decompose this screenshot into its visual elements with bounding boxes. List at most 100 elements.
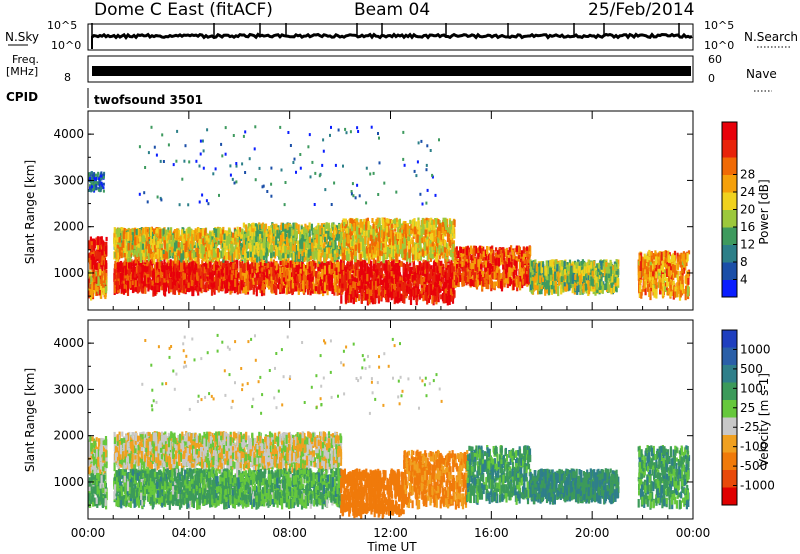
heatmap-cell: [232, 253, 235, 261]
heatmap-cell: [223, 278, 226, 289]
heatmap-cell: [150, 271, 153, 278]
heatmap-cell: [121, 284, 124, 289]
heatmap-cell: [102, 186, 105, 190]
heatmap-cell: [194, 277, 197, 286]
heatmap-cell: [242, 222, 245, 228]
heatmap-cell: [275, 274, 278, 281]
heatmap-cell: [229, 285, 232, 291]
heatmap-cell: [227, 262, 230, 271]
heatmap-cell: [101, 271, 104, 276]
heatmap-cell: [317, 266, 320, 274]
heatmap-cell: [104, 260, 108, 270]
heatmap-cell: [171, 281, 174, 289]
heatmap-cell: [141, 249, 144, 257]
heatmap-cell: [288, 227, 291, 237]
heatmap-cell: [146, 229, 149, 234]
heatmap-cell: [291, 277, 294, 288]
heatmap-cell: [166, 243, 169, 254]
heatmap-cell: [97, 171, 100, 175]
heatmap-cell: [323, 252, 327, 258]
heatmap-cell: [319, 276, 323, 287]
heatmap-cell: [247, 230, 250, 237]
heatmap-cell: [312, 228, 315, 234]
heatmap-cell: [302, 274, 306, 284]
heatmap-cell: [138, 273, 141, 284]
heatmap-cell: [153, 253, 156, 264]
heatmap-cell: [185, 260, 188, 266]
heatmap-cell: [230, 244, 233, 252]
heatmap-cell: [245, 233, 248, 238]
heatmap-cell: [101, 263, 104, 274]
heatmap-cell: [120, 238, 123, 248]
heatmap-cell: [145, 240, 148, 250]
heatmap-cell: [190, 280, 193, 287]
heatmap-cell: [148, 263, 151, 270]
heatmap-cell: [188, 238, 191, 244]
heatmap-cell: [202, 238, 205, 244]
heatmap-cell: [315, 277, 318, 286]
heatmap-cell: [132, 249, 135, 257]
heatmap-cell: [95, 178, 97, 182]
heatmap-cell: [238, 281, 241, 289]
heatmap-cell: [100, 289, 103, 297]
heatmap-cell: [242, 285, 245, 294]
heatmap-cell: [113, 274, 116, 280]
heatmap-cell: [91, 263, 94, 270]
heatmap-cell: [141, 235, 144, 243]
heatmap-cell: [181, 229, 184, 235]
heatmap-cell: [250, 284, 253, 290]
heatmap-cell: [133, 264, 136, 272]
heatmap-cell: [192, 286, 195, 297]
heatmap-cell: [225, 254, 228, 260]
heatmap-cell: [144, 226, 147, 235]
heatmap-cell: [197, 232, 200, 241]
heatmap-cell: [140, 253, 143, 263]
heatmap-cell: [191, 231, 194, 242]
heatmap-cell: [164, 253, 167, 260]
heatmap-cell: [120, 286, 123, 294]
heatmap-cell: [122, 231, 125, 240]
heatmap-cell: [198, 237, 202, 244]
heatmap-cell: [291, 282, 294, 289]
heatmap-cell: [208, 274, 212, 280]
heatmap-region: [113, 226, 242, 264]
heatmap-cell: [261, 267, 264, 272]
nsky-label: N.Sky: [5, 30, 39, 44]
heatmap-cell: [314, 242, 317, 248]
heatmap-cell: [150, 238, 153, 246]
heatmap-cell: [239, 267, 242, 278]
heatmap-region: [239, 259, 343, 297]
heatmap-cell: [329, 253, 332, 259]
heatmap-cell: [265, 248, 268, 255]
heatmap-cell: [103, 270, 106, 276]
heatmap-cell: [127, 243, 130, 251]
heatmap-cell: [278, 246, 281, 251]
heatmap-cell: [307, 285, 310, 295]
heatmap-cell: [94, 250, 97, 260]
heatmap-cell: [310, 283, 313, 291]
heatmap-cell: [139, 247, 142, 257]
heatmap-cell: [284, 228, 287, 237]
heatmap-cell: [164, 234, 167, 241]
heatmap-cell: [131, 285, 135, 294]
heatmap-cell: [145, 274, 149, 284]
heatmap-cell: [297, 286, 300, 291]
heatmap-cell: [209, 280, 212, 289]
heatmap-cell: [280, 266, 283, 275]
heatmap-cell: [91, 281, 94, 291]
heatmap-cell: [233, 259, 236, 266]
heatmap-cell: [156, 283, 159, 291]
heatmap-cell: [191, 260, 194, 271]
heatmap-cell: [127, 231, 130, 241]
heatmap-cell: [187, 237, 190, 247]
heatmap-cell: [219, 233, 222, 241]
heatmap-cell: [136, 235, 139, 245]
heatmap-cell: [303, 282, 306, 288]
heatmap-cell: [164, 265, 167, 270]
heatmap-cell: [185, 228, 189, 235]
heatmap-cell: [141, 285, 144, 294]
heatmap-cell: [316, 259, 319, 268]
heatmap-cell: [252, 236, 255, 244]
heatmap-cell: [136, 250, 139, 258]
heatmap-cell: [124, 278, 127, 287]
